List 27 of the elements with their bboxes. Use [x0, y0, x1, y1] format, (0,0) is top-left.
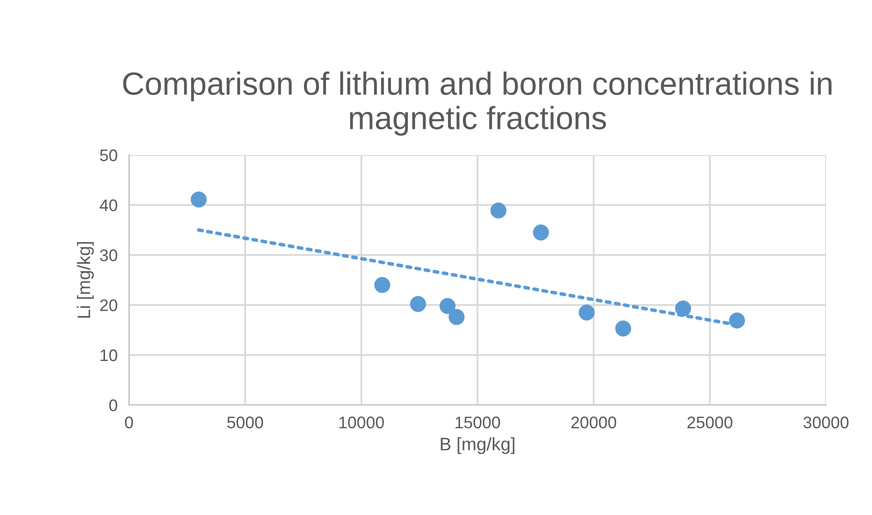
x-tick-label: 25000 — [688, 416, 732, 428]
point — [410, 296, 426, 312]
x-tick-label: 0 — [125, 416, 133, 428]
x-tick-label: 20000 — [571, 416, 616, 428]
point — [490, 202, 506, 218]
point — [448, 309, 465, 325]
point — [190, 192, 207, 208]
y-axis-title: Li [mg/kg] — [76, 242, 94, 318]
x-tick-label: 15000 — [456, 416, 500, 428]
x-tick-label: 10000 — [339, 416, 384, 428]
y-tick-label: 10 — [100, 349, 118, 362]
point — [729, 312, 745, 328]
y-tick-label: 40 — [100, 199, 118, 212]
point — [374, 277, 390, 293]
chart-title: Comparison of lithium and boron concentrations in magnetic fractions — [123, 72, 832, 136]
point — [578, 304, 595, 320]
y-tick-label: 0 — [109, 399, 118, 412]
x-tick-label: 5000 — [227, 416, 264, 428]
x-axis-title: B [mg/kg] — [440, 437, 514, 454]
y-tick-label: 50 — [100, 149, 118, 162]
point — [615, 320, 632, 336]
y-tick-label: 20 — [100, 299, 118, 312]
y-tick-label: 30 — [100, 249, 118, 262]
point — [532, 224, 549, 240]
x-tick-label: 30000 — [803, 416, 849, 428]
point — [440, 298, 456, 314]
point — [675, 300, 692, 316]
